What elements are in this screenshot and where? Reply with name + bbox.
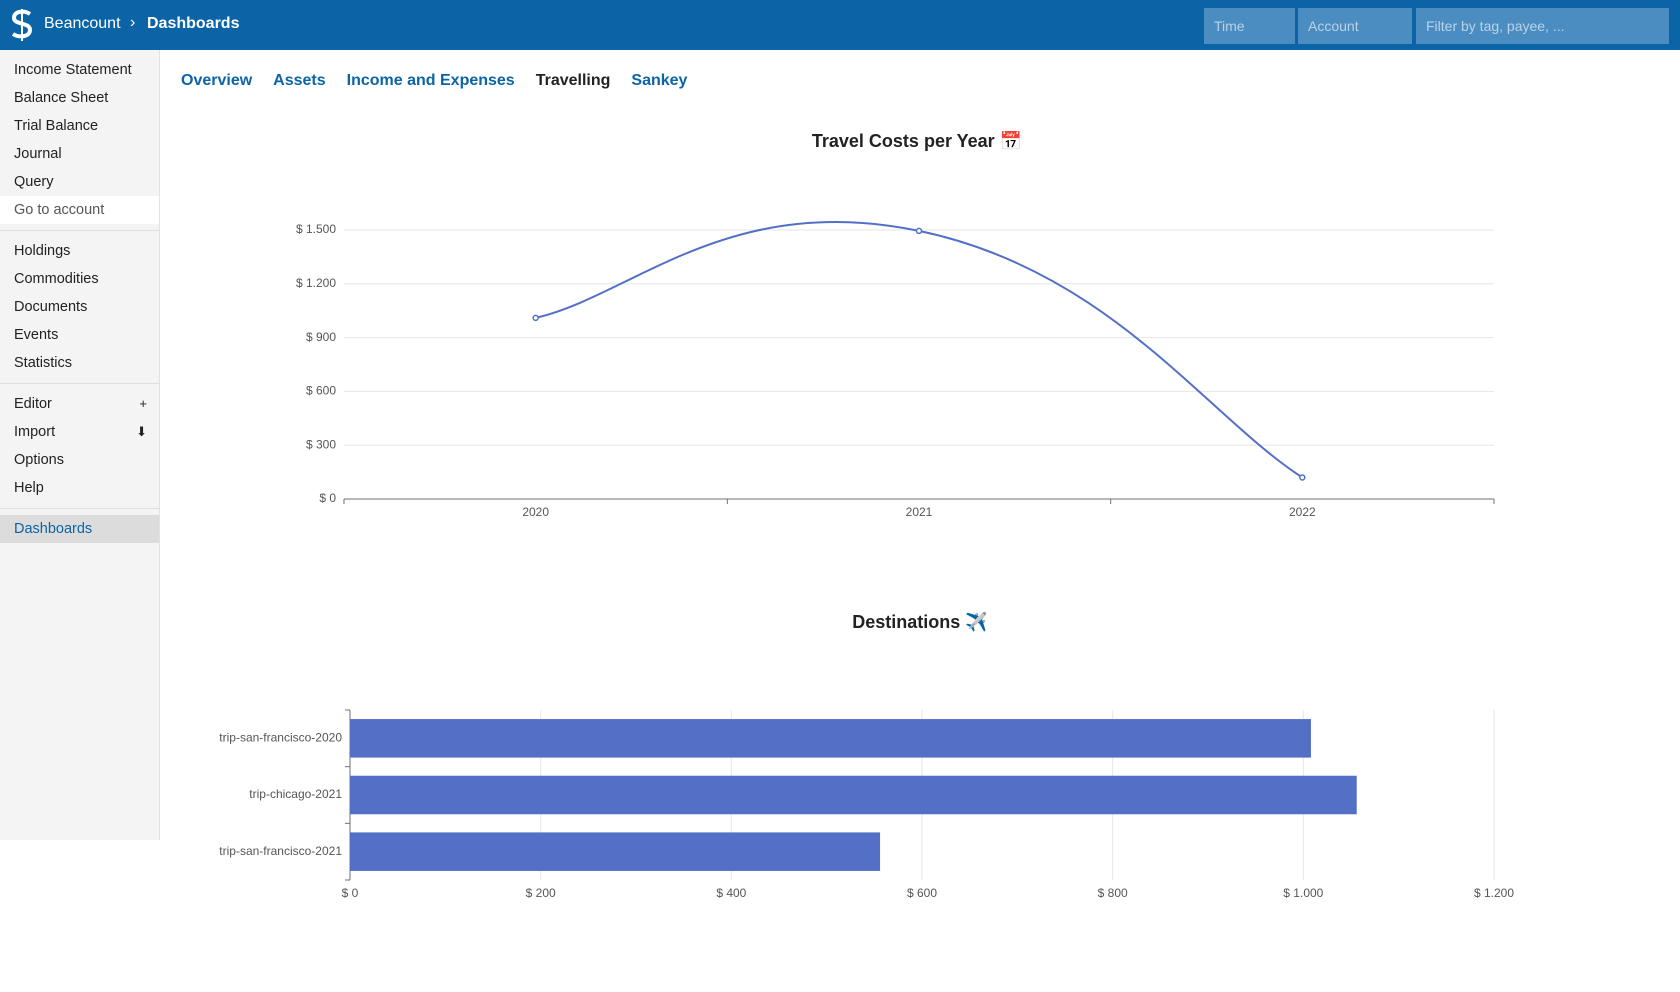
point: [915, 227, 923, 235]
nav-item[interactable]: Import ⬇: [0, 418, 159, 446]
breadcrumb-separator: ›: [130, 14, 136, 31]
x-tick-label: $ 800: [1098, 886, 1128, 900]
bar: [350, 719, 1311, 758]
nav-item[interactable]: Documents: [14, 299, 88, 315]
account-filter[interactable]: Account: [1298, 8, 1412, 44]
nav-item[interactable]: Go to account: [0, 196, 159, 224]
x-tick-label: 2021: [906, 505, 933, 519]
nav-item[interactable]: Dashboards: [0, 515, 159, 543]
nav-item[interactable]: Help: [14, 480, 44, 496]
nav-group: Holdings Commodities Documents Events Statis…: [0, 231, 159, 384]
tab[interactable]: Overview: [181, 72, 253, 89]
x-tick-label: $ 600: [907, 886, 937, 900]
nav-item[interactable]: Options: [14, 452, 64, 468]
bar: [350, 832, 881, 871]
y-tick-label: $ 1.200: [296, 276, 336, 290]
nav-item[interactable]: Journal: [14, 146, 62, 162]
nav-group: Income Statement Balance Sheet Trial Balan…: [0, 50, 159, 231]
point: [532, 314, 539, 322]
nav-item[interactable]: Events: [14, 327, 59, 343]
tab[interactable]: Travelling: [535, 72, 611, 89]
nav-item[interactable]: Statistics: [14, 355, 73, 371]
nav-item[interactable]: Holdings: [14, 243, 71, 259]
x-tick-label: 2020: [522, 505, 549, 519]
x-tick-label: $ 1.000: [1283, 886, 1323, 900]
nav-item[interactable]: Income Statement: [14, 62, 132, 78]
tabs: Overview Assets Income and Expenses Travell…: [181, 72, 708, 90]
bar: [350, 775, 1357, 815]
tab[interactable]: Assets: [273, 72, 326, 89]
header: Beancount › Dashboards Time Account Filt…: [0, 0, 1680, 50]
y-tick-label: $ 1.500: [296, 222, 336, 236]
chart-title: Travel Costs per Year 📅: [812, 130, 1022, 151]
y-tick-label: $ 0: [319, 491, 336, 505]
x-tick-label: $ 200: [526, 886, 556, 900]
sidebar: Income Statement Balance Sheet Trial Balan…: [0, 50, 160, 840]
y-tick-label: $ 600: [306, 384, 336, 398]
tab[interactable]: Income and Expenses: [346, 72, 515, 89]
tab[interactable]: Sankey: [631, 72, 688, 89]
x-tick-label: $ 0: [342, 886, 359, 900]
x-tick-label: 2022: [1289, 505, 1316, 519]
x-tick-label: $ 1.200: [1474, 886, 1514, 900]
y-tick-label: trip-san-francisco-2021: [219, 844, 342, 858]
nav-item[interactable]: Commodities: [14, 271, 99, 287]
nav-group: Editor + Import ⬇ Options Help: [0, 384, 159, 509]
point: [1299, 474, 1306, 481]
logo: [11, 9, 33, 41]
add-icon[interactable]: +: [139, 396, 147, 411]
y-tick-label: $ 300: [306, 437, 336, 451]
x-tick-label: $ 400: [716, 886, 746, 900]
chart-title: Destinations ✈️: [852, 611, 987, 632]
tag-filter[interactable]: Filter by tag, payee, ...: [1416, 8, 1669, 44]
line: [535, 221, 1303, 479]
y-tick-label: $ 900: [306, 330, 336, 344]
brand[interactable]: Beancount: [44, 15, 121, 32]
nav-item[interactable]: Editor +: [0, 390, 159, 418]
nav-group: Dashboards: [0, 509, 159, 549]
nav-item[interactable]: Trial Balance: [14, 118, 99, 134]
time-filter[interactable]: Time: [1204, 8, 1295, 44]
nav-item[interactable]: Query: [14, 174, 54, 190]
y-tick-label: trip-san-francisco-2020: [219, 731, 342, 745]
page-title: Dashboards: [147, 15, 240, 32]
import-icon[interactable]: ⬇: [136, 424, 147, 439]
y-tick-label: trip-chicago-2021: [249, 787, 342, 801]
nav-item[interactable]: Balance Sheet: [14, 90, 109, 106]
